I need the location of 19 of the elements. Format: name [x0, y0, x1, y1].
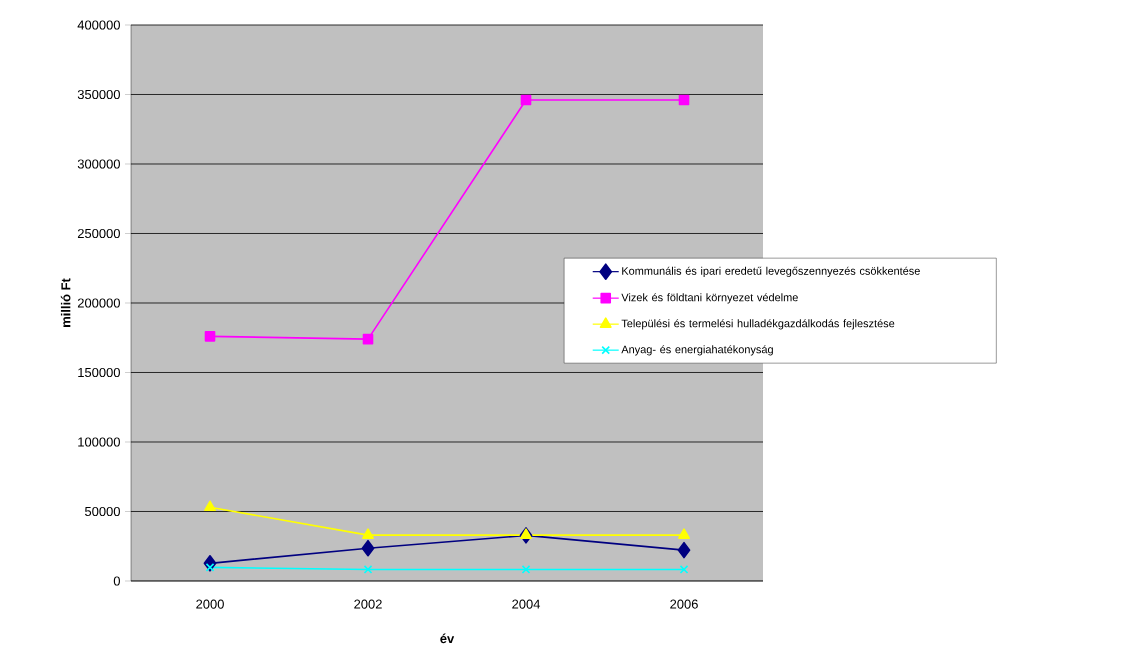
- y-tick-label: 50000: [84, 506, 120, 517]
- y-tick-label: 350000: [77, 89, 120, 100]
- legend-label: Települési és termelési hulladékgazdálkodás fejlesztése: [621, 319, 895, 330]
- y-tick-label: 200000: [77, 298, 120, 308]
- x-tick-label: 2004: [512, 599, 541, 609]
- y-tick-label: 400000: [77, 20, 120, 30]
- legend-label: Kommunális és ipari eredetű levegőszennyezés csökkentése: [622, 266, 920, 277]
- y-tick-label: 300000: [77, 159, 120, 169]
- x-axis-title: év: [440, 633, 455, 644]
- y-tick-label: 100000: [78, 437, 120, 447]
- y-axis-title: millió Ft: [60, 278, 71, 327]
- y-tick-label: 0: [113, 576, 120, 586]
- y-tick-label: 250000: [77, 228, 120, 239]
- x-tick-label: 2000: [196, 599, 224, 609]
- legend-label: Vizek és földtani környezet védelme: [621, 293, 798, 304]
- y-tick-label: 150000: [78, 367, 120, 378]
- x-tick-label: 2006: [670, 599, 698, 609]
- legend-label: Anyag- és energiahatékonyság: [621, 345, 773, 356]
- x-tick-label: 2002: [354, 599, 382, 609]
